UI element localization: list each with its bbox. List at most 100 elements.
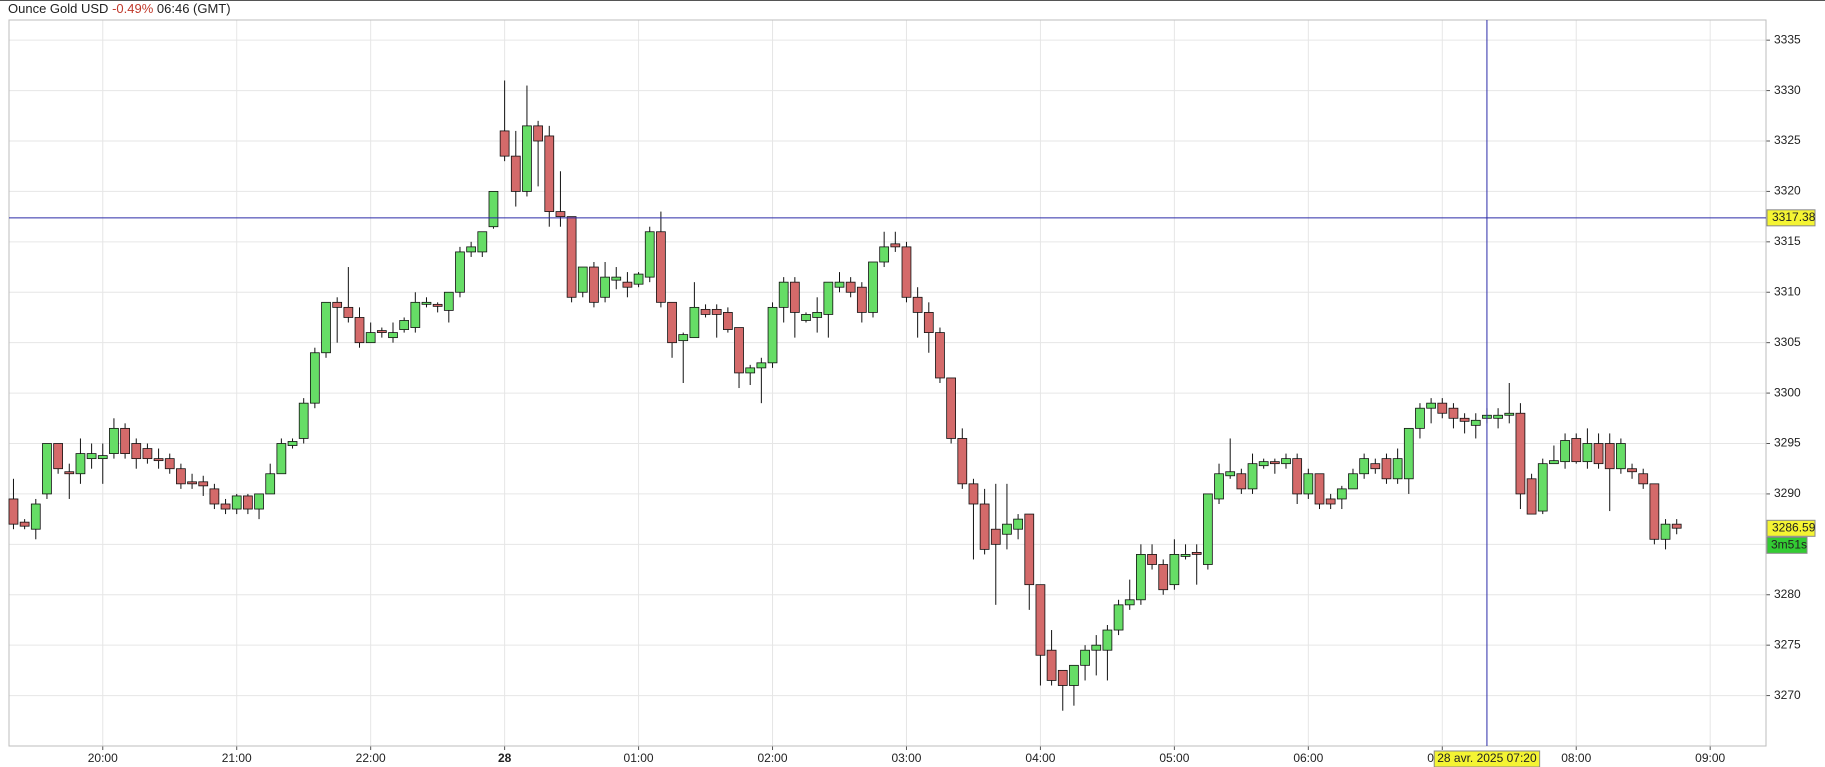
candle-body bbox=[868, 261, 878, 313]
last-price-box bbox=[1766, 519, 1816, 537]
candle-body bbox=[946, 377, 956, 439]
candle-body bbox=[309, 352, 320, 404]
candle-body bbox=[856, 286, 867, 313]
x-tick-label: 08:00 bbox=[1561, 751, 1591, 765]
candle-body bbox=[1102, 629, 1113, 651]
candle-body bbox=[499, 130, 510, 157]
candle-body bbox=[990, 528, 1001, 545]
y-tick-label: 3310 bbox=[1774, 284, 1801, 298]
candle-body bbox=[1113, 604, 1124, 631]
candle-body bbox=[622, 281, 633, 288]
y-tick-label: 3330 bbox=[1774, 83, 1801, 97]
y-tick-label: 3300 bbox=[1774, 385, 1801, 399]
candle-body bbox=[8, 498, 19, 525]
x-tick-label: 04:00 bbox=[1025, 751, 1055, 765]
candle-body bbox=[912, 296, 923, 313]
candle-body bbox=[745, 367, 756, 374]
candle-body bbox=[287, 441, 298, 446]
candle-body bbox=[187, 481, 197, 485]
y-tick-label: 3335 bbox=[1774, 32, 1801, 46]
header-time: 06:46 (GMT) bbox=[157, 1, 231, 16]
crosshair-price-label: 3317.38 bbox=[1772, 210, 1816, 224]
candle-body bbox=[1013, 518, 1023, 530]
candle-body bbox=[633, 273, 644, 285]
candle-body bbox=[1147, 554, 1157, 565]
candle-body bbox=[700, 308, 711, 315]
candle-body bbox=[432, 303, 443, 307]
x-tick-label: 21:00 bbox=[222, 751, 252, 765]
candle-body bbox=[153, 458, 164, 462]
candle-body bbox=[1314, 473, 1325, 505]
candle-body bbox=[220, 503, 231, 510]
candle-body bbox=[86, 453, 97, 460]
candle-body bbox=[979, 503, 990, 550]
candle-body bbox=[1203, 493, 1213, 565]
candle-body bbox=[1392, 458, 1403, 480]
candle-body bbox=[566, 216, 577, 298]
candle-body bbox=[767, 306, 778, 364]
candle-body bbox=[298, 402, 309, 439]
candle-body bbox=[1649, 483, 1660, 540]
candle-body bbox=[455, 251, 465, 293]
candle-body bbox=[589, 266, 599, 303]
candle-body bbox=[209, 488, 220, 505]
y-tick-label: 3325 bbox=[1774, 133, 1801, 147]
candle-body bbox=[1493, 414, 1503, 419]
y-tick-label: 3270 bbox=[1774, 688, 1801, 702]
plot-frame bbox=[8, 19, 1767, 747]
candle-body bbox=[789, 281, 800, 313]
crosshair-time-box bbox=[1433, 750, 1541, 767]
candle-body bbox=[801, 314, 811, 321]
candle-body bbox=[778, 281, 789, 308]
candle-body bbox=[1046, 649, 1057, 681]
candle-body bbox=[1348, 473, 1358, 490]
candle-body bbox=[823, 281, 834, 315]
candle-body bbox=[1258, 461, 1269, 467]
candle-body bbox=[1091, 644, 1102, 651]
y-tick-label: 3275 bbox=[1774, 637, 1801, 651]
candle-body bbox=[109, 427, 119, 454]
candle-body bbox=[1136, 554, 1146, 601]
candle-body bbox=[198, 481, 209, 487]
candle-body bbox=[644, 231, 655, 278]
y-tick-label: 3305 bbox=[1774, 335, 1801, 349]
candle-body bbox=[834, 281, 845, 288]
price-change: -0.49% bbox=[112, 1, 154, 16]
candle-body bbox=[1660, 523, 1671, 540]
candle-body bbox=[901, 246, 912, 298]
candle-body bbox=[343, 306, 354, 318]
candle-body bbox=[376, 330, 387, 333]
candles bbox=[8, 80, 1682, 711]
candle-body bbox=[1225, 471, 1236, 477]
candle-body bbox=[544, 135, 555, 212]
candle-body bbox=[1080, 649, 1090, 666]
y-tick-label: 3315 bbox=[1774, 234, 1801, 248]
candle-body bbox=[421, 301, 432, 305]
candle-body bbox=[1604, 443, 1615, 470]
candle-body bbox=[1526, 478, 1537, 515]
candle-body bbox=[1281, 458, 1291, 465]
candle-body bbox=[1359, 458, 1370, 475]
candle-body bbox=[388, 332, 398, 339]
chart-title: Ounce Gold USD bbox=[8, 1, 108, 16]
candle-body bbox=[1459, 417, 1470, 422]
y-tick-label: 3290 bbox=[1774, 486, 1801, 500]
candle-body bbox=[723, 312, 733, 330]
candle-body bbox=[1616, 443, 1626, 470]
candle-body bbox=[1470, 419, 1481, 426]
candle-body bbox=[555, 211, 566, 218]
x-tick-label: 05:00 bbox=[1159, 751, 1189, 765]
candle-body bbox=[120, 427, 130, 454]
candle-body bbox=[243, 495, 253, 510]
x-tick-label: 22:00 bbox=[356, 751, 386, 765]
candle-body bbox=[30, 503, 41, 530]
countdown-box bbox=[1766, 536, 1808, 554]
candle-body bbox=[254, 493, 264, 510]
candle-body bbox=[1415, 407, 1425, 429]
x-tick-label: 09:00 bbox=[1695, 751, 1725, 765]
x-tick-label: 02:00 bbox=[758, 751, 788, 765]
candle-body bbox=[354, 317, 365, 344]
